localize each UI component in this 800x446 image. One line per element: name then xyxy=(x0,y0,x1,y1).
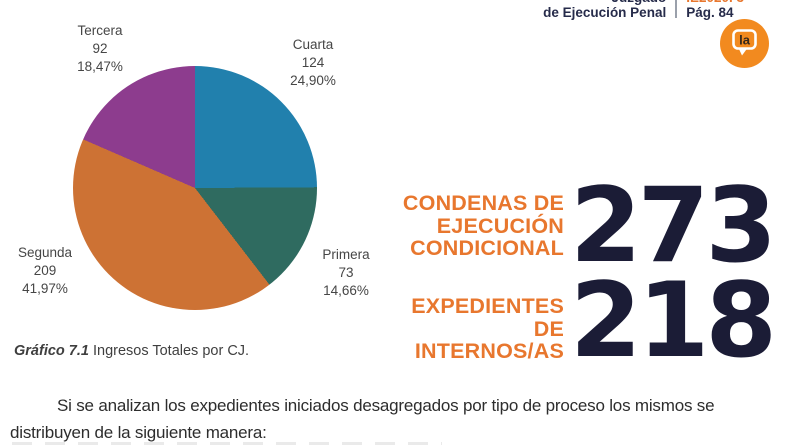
header-divider xyxy=(675,0,678,18)
pie-label-tercera: Tercera 92 18,47% xyxy=(54,22,146,76)
speech-bubble-logo-icon: la xyxy=(720,19,769,68)
stat-expedientes-label: EXPEDIENTES DE INTERNOS/AS xyxy=(411,294,564,364)
pie-label-primera: Primera 73 14,66% xyxy=(300,246,392,300)
slice-percent: 24,90% xyxy=(290,73,336,88)
court-name-line2: de Ejecución Penal xyxy=(543,5,667,20)
body-paragraph: Si se analizan los expedientes iniciados… xyxy=(10,396,715,442)
slice-value: 124 xyxy=(301,55,325,70)
slice-name: Tercera xyxy=(77,23,123,38)
slice-name: Segunda xyxy=(17,245,73,260)
slice-percent: 18,47% xyxy=(77,59,123,74)
court-name-line1: Juzgado xyxy=(543,0,666,5)
slice-value: 209 xyxy=(33,263,57,278)
stat-expedientes: EXPEDIENTES DE INTERNOS/AS 218 xyxy=(398,260,792,381)
stat-condenas-value: 273 xyxy=(570,165,777,286)
slice-percent: 14,66% xyxy=(323,283,369,298)
slice-name: Cuarta xyxy=(292,37,334,52)
stat-condenas: CONDENAS DE EJECUCIÓN CONDICIONAL 273 xyxy=(398,165,792,286)
slice-value: 73 xyxy=(338,265,354,280)
slice-percent: 41,97% xyxy=(22,281,68,296)
pie-label-segunda: Segunda 209 41,97% xyxy=(0,244,91,298)
chart-caption: Gráfico 7.1 Ingresos Totales por CJ. xyxy=(14,343,249,359)
report-code: IE2020. 3 xyxy=(686,0,744,5)
stat-expedientes-value: 218 xyxy=(570,260,777,381)
slice-value: 92 xyxy=(92,41,108,56)
page-header: Juzgado de Ejecución Penal IE2020. 3 Pág… xyxy=(0,0,744,20)
pie-label-cuarta: Cuarta 124 24,90% xyxy=(267,36,359,90)
caption-number: Gráfico 7.1 xyxy=(14,343,89,359)
stat-condenas-label: CONDENAS DE EJECUCIÓN CONDICIONAL xyxy=(402,191,564,261)
court-name: Juzgado de Ejecución Penal xyxy=(543,0,666,20)
la-logo: la xyxy=(720,19,769,68)
page-number-block: IE2020. 3 Pág. 84 xyxy=(686,0,744,20)
pie-chart xyxy=(73,66,317,310)
logo-text: la xyxy=(739,33,751,48)
slice-name: Primera xyxy=(322,247,370,262)
page-number: Pág. 84 xyxy=(686,5,734,20)
caption-text: Ingresos Totales por CJ. xyxy=(88,343,250,359)
clipped-next-line xyxy=(12,442,442,445)
